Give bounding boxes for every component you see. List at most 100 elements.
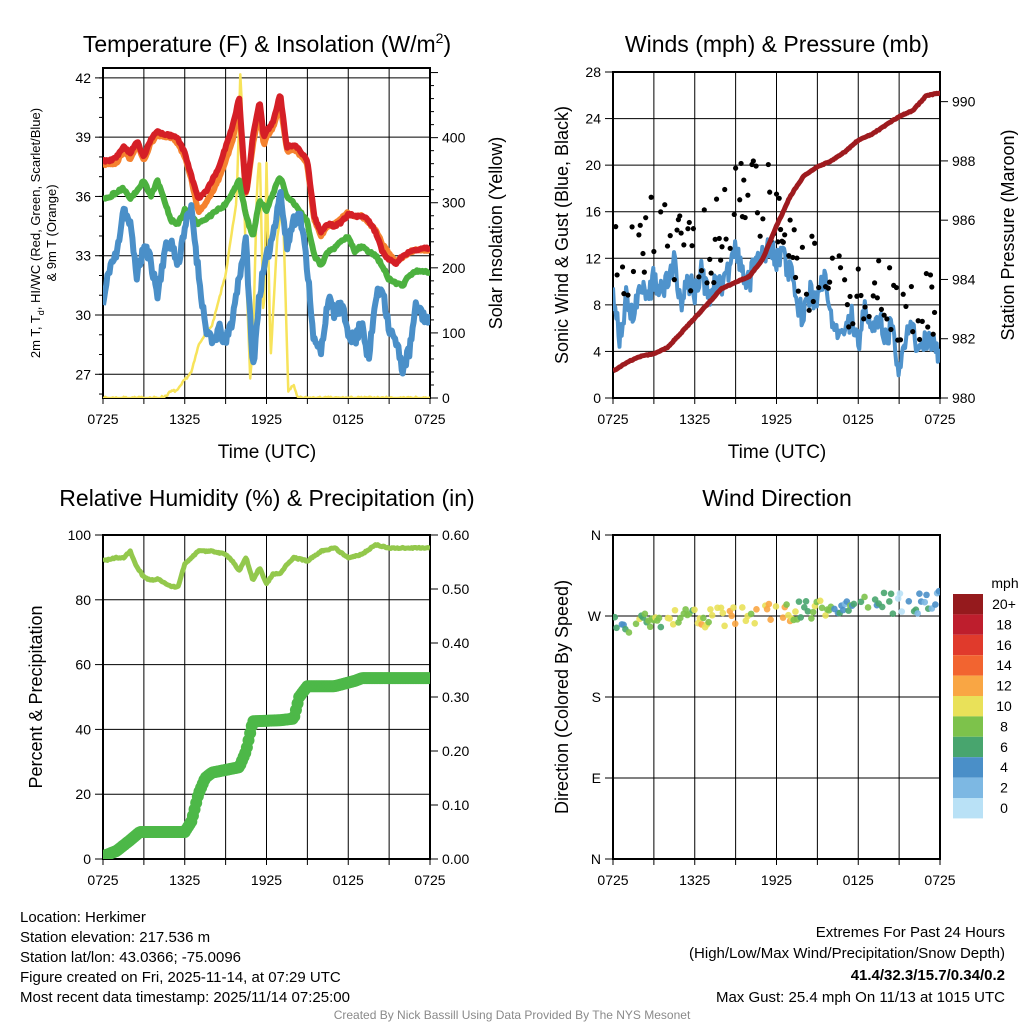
y-tick-label: 40 [75, 721, 91, 737]
direction-point [845, 607, 852, 614]
legend-swatch [953, 634, 983, 656]
gust-point [858, 292, 864, 299]
gust-point [816, 284, 822, 291]
gust-point [916, 336, 923, 343]
x-tick-label: 1925 [251, 872, 282, 888]
humidity-panel: 0 20 40 60 80 100 0.00 0.10 0.20 0.30 0.40 0.50 0.60… [26, 485, 475, 888]
gust-point [681, 242, 687, 248]
legend-label: 14 [996, 657, 1012, 673]
x-tick-label: 0125 [333, 411, 364, 427]
y2-tick-label: 986 [952, 212, 976, 228]
gust-point [664, 243, 671, 249]
gust-point [731, 211, 737, 218]
direction-point [613, 613, 619, 621]
gust-point [718, 257, 724, 263]
direction-point [763, 605, 771, 613]
gust-point [775, 239, 781, 245]
gust-point [874, 295, 880, 301]
direction-point [795, 598, 803, 605]
gust-point [776, 195, 782, 201]
y-axis-label-line2: & 9m T (Orange) [44, 184, 59, 281]
gust-point [812, 240, 818, 246]
gust-point [829, 255, 835, 261]
winds-panel: 0 4 8 12 16 20 24 28 980 982 984 986 988 990 0725 1325 1… [552, 31, 1018, 463]
y2-tick-label: 100 [442, 325, 466, 341]
direction-point [880, 589, 888, 597]
direction-point [730, 604, 737, 611]
direction-point [767, 616, 774, 624]
y-tick-label: 16 [585, 204, 601, 220]
gust-point [888, 326, 894, 333]
y-tick-label: 60 [75, 657, 91, 673]
gust-point [704, 280, 710, 286]
gust-point [827, 279, 833, 285]
gust-point [876, 258, 882, 264]
direction-point [886, 598, 893, 605]
x-tick-label: 1325 [679, 872, 710, 888]
y-axis-label: 2m T, Td, HI/WC (Red, Green, Scarlet/Blu… [28, 108, 46, 358]
gust-point [753, 163, 759, 169]
direction-point [707, 606, 714, 613]
direction-point [935, 587, 940, 595]
gust-point [621, 291, 627, 297]
legend-label: 12 [996, 678, 1012, 694]
legend-swatch [953, 696, 983, 717]
series-line-td [103, 175, 430, 289]
series-layer [613, 587, 940, 636]
legend-swatch [953, 614, 983, 635]
gust-point [689, 243, 695, 249]
x-tick-label: 0125 [333, 872, 364, 888]
y2-tick-label: 990 [952, 94, 976, 110]
temperature-panel: 27 30 33 36 39 42 0 100 200 300 400 0725 1325 1925 012… [28, 30, 506, 463]
gust-point [773, 191, 780, 197]
gust-point [881, 312, 887, 318]
gust-point [861, 316, 867, 322]
direction-point [857, 598, 865, 606]
direction-point [753, 606, 760, 613]
direction-point [783, 601, 790, 608]
direction-point [669, 621, 677, 628]
gust-point [741, 177, 747, 183]
direction-point [613, 624, 620, 632]
direction-point [808, 615, 815, 622]
y-tick-label: 80 [75, 592, 91, 608]
gust-point [927, 272, 934, 278]
direction-point [861, 593, 868, 601]
direction-point [839, 606, 847, 614]
gust-point [915, 318, 921, 324]
gust-point [903, 303, 909, 310]
x-tick-label: 0725 [924, 411, 955, 427]
gust-point [923, 270, 929, 277]
gust-point [866, 313, 872, 320]
direction-point [719, 609, 727, 617]
direction-point [802, 598, 810, 605]
direction-point [864, 604, 872, 611]
x-axis-label: Time (UTC) [728, 442, 827, 463]
gust-point [742, 214, 748, 221]
x-tick-label: 0125 [843, 872, 874, 888]
y2-tick-label: 400 [442, 130, 466, 146]
direction-point [728, 612, 735, 620]
gust-point [614, 272, 620, 278]
gust-point [842, 277, 848, 283]
legend-swatch [953, 757, 983, 778]
station-info-line: Location: Herkimer [20, 909, 146, 926]
y-axis-label-part: , HI/WC (Red, Green, Scarlet/Blue) [28, 108, 43, 310]
y-tick-label: 100 [68, 527, 92, 543]
plot-frame [102, 67, 431, 399]
gust-point [640, 250, 646, 257]
legend-label: 10 [996, 698, 1012, 714]
gust-point [799, 244, 805, 250]
direction-point [809, 608, 817, 616]
chart-title-part: ) [443, 31, 451, 57]
plot-frame [612, 71, 941, 399]
direction-point [657, 623, 665, 631]
gust-point [925, 324, 931, 330]
y-tick-label: 27 [75, 366, 91, 382]
direction-point [641, 610, 649, 618]
direction-point [700, 614, 707, 622]
gust-point [754, 210, 761, 216]
gust-point [738, 160, 744, 167]
direction-point [878, 603, 886, 611]
gust-point [846, 324, 852, 330]
